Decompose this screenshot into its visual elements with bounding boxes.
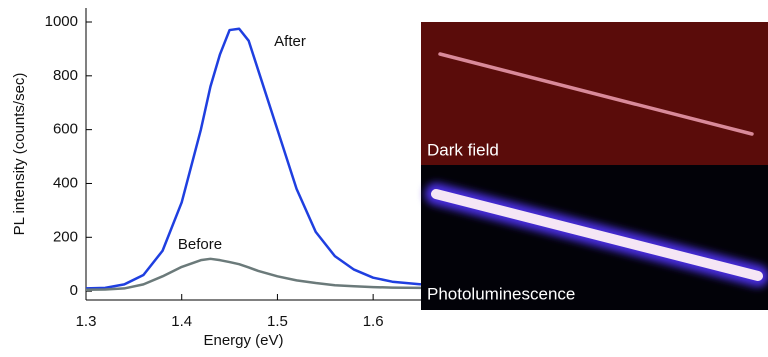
- y-tick-label: 800: [53, 67, 78, 84]
- y-tick-label: 0: [70, 282, 78, 299]
- x-axis-label: Energy (eV): [203, 332, 283, 349]
- series-label: After: [274, 33, 306, 50]
- panel-label: Photoluminescence: [427, 284, 575, 303]
- page: {"chart_data": {"type": "line", "xlabel"…: [0, 0, 768, 352]
- y-tick-label: 400: [53, 174, 78, 191]
- y-tick-label: 600: [53, 121, 78, 138]
- y-tick-label: 200: [53, 228, 78, 245]
- plot: 0 200 400 600 800 1000 1.3 1.4 1.5 1.6 Energy (eV)…: [11, 8, 421, 349]
- y-axis-label: PL intensity (counts/sec): [11, 73, 28, 236]
- panel-label: Dark field: [427, 140, 499, 159]
- y-tick-label: 1000: [45, 13, 78, 30]
- x-tick-label: 1.3: [76, 313, 97, 330]
- line: [86, 259, 421, 290]
- x-tick-label: 1.5: [267, 313, 288, 330]
- x-tick-label: 1.4: [171, 313, 192, 330]
- line: [86, 29, 421, 289]
- series-label: Before: [178, 236, 222, 253]
- figure: 0 200 400 600 800 1000 1.3 1.4 1.5 1.6 Energy (eV)…: [0, 0, 768, 352]
- x-tick-label: 1.6: [363, 313, 384, 330]
